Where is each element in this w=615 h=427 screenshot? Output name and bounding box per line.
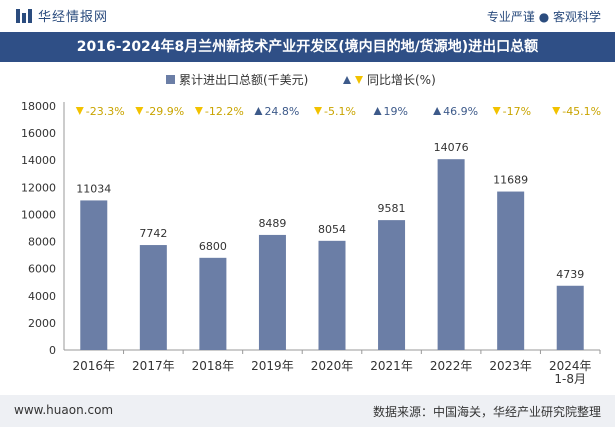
- growth-down-arrow-icon: [135, 107, 144, 115]
- x-tick-label: 1-8月: [554, 372, 586, 386]
- growth-label: -23.3%: [86, 105, 125, 118]
- bar-value-label: 11689: [493, 174, 528, 187]
- x-tick-label: 2019年: [251, 359, 294, 373]
- y-tick-label: 10000: [21, 208, 56, 221]
- bar-value-label: 4739: [556, 268, 584, 281]
- bar-value-label: 6800: [199, 240, 227, 253]
- x-tick-label: 2018年: [192, 359, 235, 373]
- brand: 华经情报网: [16, 6, 108, 25]
- x-tick-label: 2016年: [73, 359, 116, 373]
- bar-value-label: 14076: [434, 141, 469, 154]
- bar-value-label: 9581: [378, 202, 406, 215]
- growth-down-arrow-icon: [492, 107, 501, 115]
- bar: [437, 159, 465, 350]
- footer-website: www.huaon.com: [14, 403, 114, 417]
- growth-label: -5.1%: [324, 105, 356, 118]
- footer: www.huaon.com 数据来源：中国海关，华经产业研究院整理: [0, 395, 615, 427]
- bar: [497, 191, 525, 350]
- growth-down-arrow-icon: [194, 107, 203, 115]
- y-tick-label: 18000: [21, 100, 56, 113]
- bar: [318, 240, 346, 350]
- bar: [80, 200, 108, 350]
- bars: 11034 7742 6800 8489 8054 9581 14076 11689 4739: [76, 141, 584, 350]
- growth-label: -12.2%: [205, 105, 244, 118]
- y-tick-label: 14000: [21, 154, 56, 167]
- y-tick-label: 6000: [28, 263, 56, 276]
- growth-label: 24.8%: [264, 105, 299, 118]
- legend: 累计进出口总额(千美元) 同比增长(%): [166, 73, 436, 87]
- y-tick-label: 12000: [21, 181, 56, 194]
- growth-label: -45.1%: [562, 105, 601, 118]
- bar: [139, 245, 167, 350]
- growth-down-arrow-icon: [75, 107, 84, 115]
- growth-label: 19%: [384, 105, 408, 118]
- bar: [556, 285, 584, 350]
- legend-down-arrow-icon: [355, 76, 363, 84]
- x-tick-label: 2022年: [430, 359, 473, 373]
- y-tick-label: 4000: [28, 290, 56, 303]
- growth-up-arrow-icon: [254, 107, 263, 115]
- bar: [378, 220, 406, 350]
- growth-label: -29.9%: [145, 105, 184, 118]
- legend-label-total: 累计进出口总额(千美元): [179, 73, 308, 87]
- top-bar: 华经情报网 专业严谨 ● 客观科学: [0, 0, 615, 32]
- x-tick-label: 2023年: [489, 359, 532, 373]
- bar: [258, 234, 286, 350]
- y-tick-label: 16000: [21, 127, 56, 140]
- chart: 累计进出口总额(千美元) 同比增长(%) 0 2000 4000 6000 8000 100…: [21, 73, 601, 386]
- growth-up-arrow-icon: [373, 107, 382, 115]
- brand-name: 华经情报网: [38, 10, 109, 25]
- growth-label: -17%: [503, 105, 531, 118]
- growth-up-arrow-icon: [433, 107, 442, 115]
- x-tick-label: 2021年: [370, 359, 413, 373]
- bar-value-label: 11034: [76, 182, 111, 195]
- x-tick-label: 2020年: [311, 359, 354, 373]
- bar-value-label: 7742: [139, 227, 167, 240]
- brand-logo-icon: [16, 8, 32, 23]
- y-tick-label: 0: [49, 344, 56, 357]
- slogan: 专业严谨 ● 客观科学: [486, 10, 601, 24]
- axes: 0 2000 4000 6000 8000 10000 12000 14000 16000 180…: [21, 100, 601, 386]
- bar: [199, 257, 227, 350]
- bar-value-label: 8489: [258, 217, 286, 230]
- legend-swatch: [166, 75, 175, 84]
- growth-down-arrow-icon: [314, 107, 322, 115]
- y-tick-label: 2000: [28, 317, 56, 330]
- x-tick-label: 2017年: [132, 359, 175, 373]
- x-tick-label: 2024年: [549, 359, 592, 373]
- growth-label: 46.9%: [443, 105, 478, 118]
- legend-label-growth: 同比增长(%): [367, 73, 436, 87]
- legend-up-arrow-icon: [343, 76, 351, 84]
- y-tick-label: 8000: [28, 236, 56, 249]
- footer-source: 数据来源：中国海关，华经产业研究院整理: [372, 405, 601, 419]
- growth-down-arrow-icon: [552, 107, 561, 115]
- bar-value-label: 8054: [318, 223, 346, 236]
- chart-title: 2016-2024年8月兰州新技术产业开发区(境内目的地/货源地)进出口总额: [0, 32, 615, 62]
- growth-labels: -23.3% -29.9% -12.2% 24.8% -5.1% 19% 46.9% -17%…: [75, 105, 601, 118]
